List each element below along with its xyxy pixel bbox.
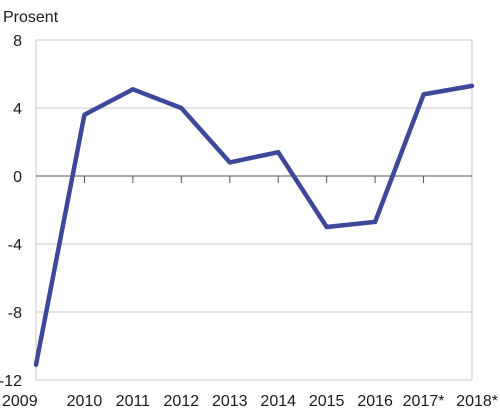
x-tick-label: 2011: [116, 393, 151, 410]
y-axis-title: Prosent: [3, 9, 59, 26]
x-axis-ticks: [83, 176, 425, 183]
x-tick-label: 2018*: [456, 393, 498, 410]
x-tick-label: 2015: [309, 393, 345, 410]
y-axis: 8 4 0 -4 -8 -12: [0, 33, 22, 390]
y-tick-label: -4: [8, 237, 22, 254]
x-tick-label: 2017*: [403, 393, 445, 410]
series: [33, 83, 475, 367]
x-tick-label: 2013: [212, 393, 248, 410]
y-tick-label: 4: [13, 101, 22, 118]
x-axis: 2009 2010 2011 2012 2013 2014 2015 2016 2017* 201…: [2, 393, 498, 410]
x-tick-label: 2012: [164, 393, 200, 410]
x-tick-label: 2010: [67, 393, 103, 410]
y-tick-label: -8: [8, 305, 22, 322]
y-tick-label: 8: [13, 33, 22, 50]
grid: [35, 39, 473, 381]
y-tick-label: -12: [0, 373, 22, 390]
x-tick-label: 2009: [2, 393, 38, 410]
y-tick-label: 0: [13, 169, 22, 186]
x-tick-label: 2014: [260, 393, 296, 410]
x-tick-label: 2016: [357, 393, 393, 410]
series-line: [33, 83, 475, 367]
